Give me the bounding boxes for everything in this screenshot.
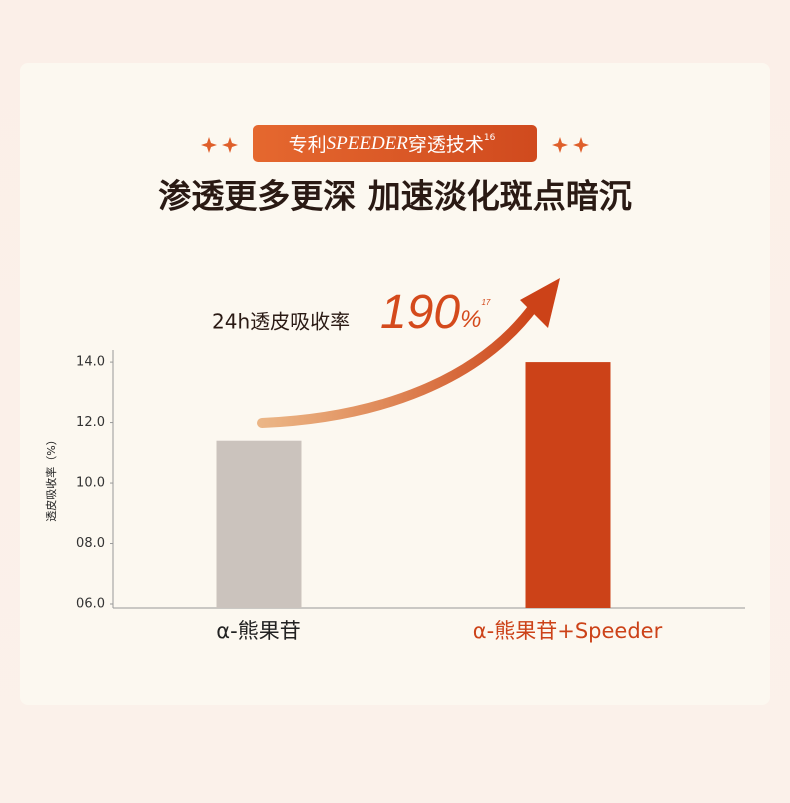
annotation-text: 24h透皮吸收率 [212,310,350,334]
x-tick-label: α-熊果苷+Speeder [473,619,663,643]
badge-prefix: 专利 [289,134,327,156]
annotation-value: 190%17 [380,286,491,339]
badge-note: 16 [484,133,496,143]
y-tick-label: 08.0 [76,536,105,551]
badge-text: 专利SPEEDER穿透技术16 [289,133,496,156]
stars [201,137,589,153]
y-tick-label: 06.0 [76,597,105,612]
badge-brand: SPEEDER [327,133,409,154]
badge-suffix: 穿透技术 [408,134,484,156]
y-tick-label: 10.0 [76,476,105,491]
annotation-note: 17 [481,298,490,307]
y-axis-label: 透皮吸收率（%） [44,434,58,521]
badge [253,125,537,162]
headline: 渗透更多更深 加速淡化斑点暗沉 [158,177,632,216]
x-tick-label: α-熊果苷 [216,619,300,643]
y-tick-label: 14.0 [76,355,105,370]
annotation-unit: % [460,306,481,333]
bar [525,362,611,608]
arrow [257,300,540,428]
arrow-head [520,278,560,328]
annotation-number: 190 [380,286,460,339]
bar [216,440,302,608]
y-tick-label: 12.0 [76,415,105,430]
